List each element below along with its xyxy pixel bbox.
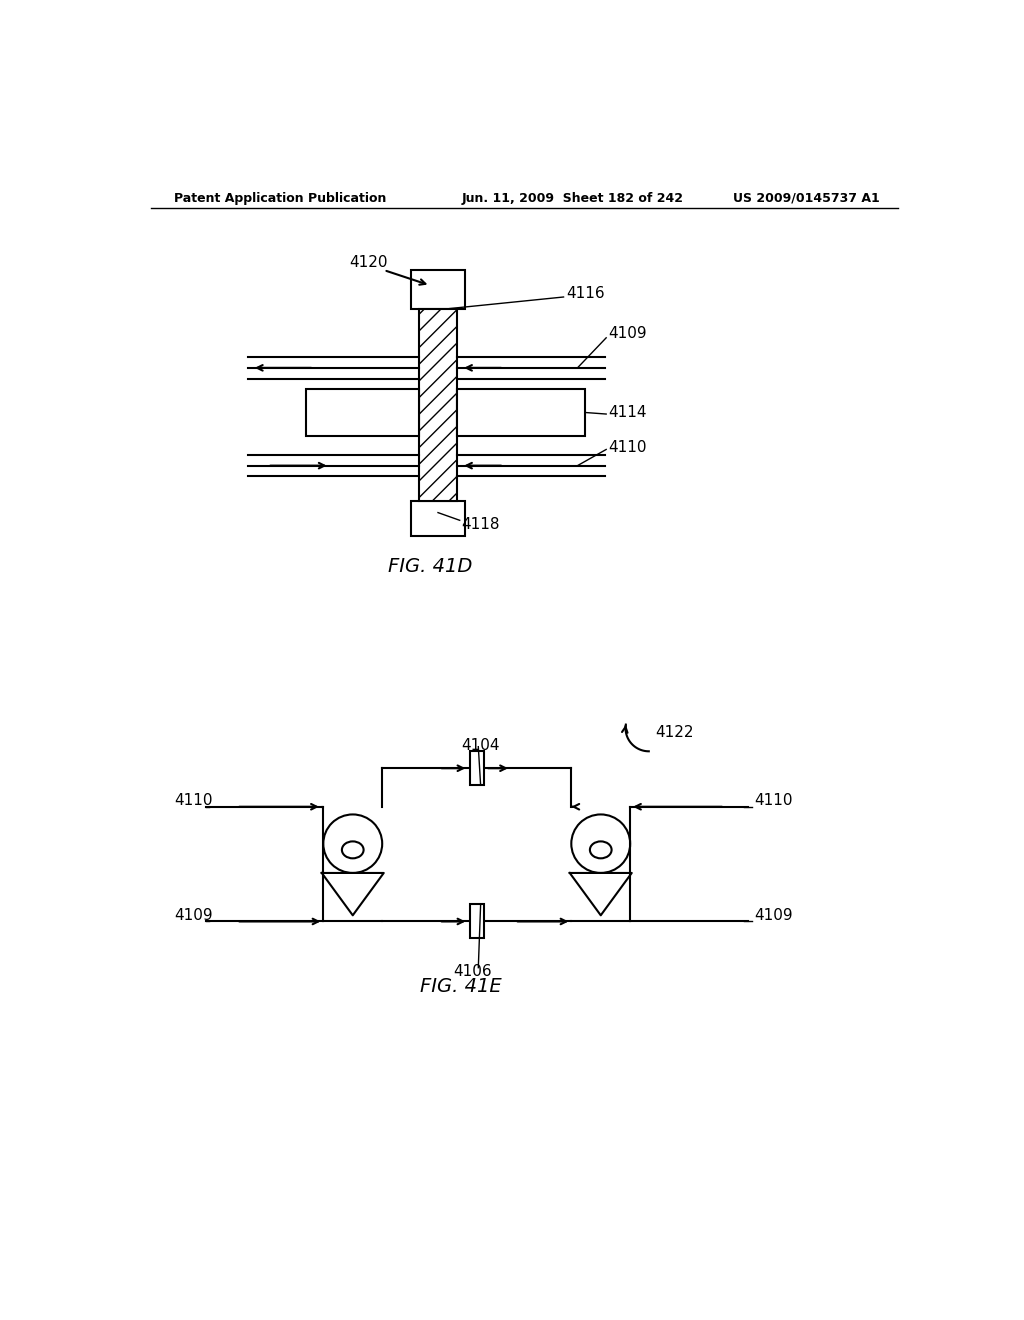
Bar [411, 271, 465, 309]
Text: US 2009/0145737 A1: US 2009/0145737 A1 [733, 191, 880, 205]
Text: 4110: 4110 [174, 793, 213, 808]
Text: Patent Application Publication: Patent Application Publication [174, 191, 387, 205]
Text: 4109: 4109 [755, 908, 793, 923]
Text: 4110: 4110 [755, 793, 793, 808]
Bar [411, 502, 465, 536]
Bar [470, 904, 483, 939]
Text: 4109: 4109 [174, 908, 213, 923]
Text: 4106: 4106 [454, 964, 493, 979]
Text: 4116: 4116 [566, 285, 604, 301]
Text: 4110: 4110 [608, 440, 647, 454]
Text: 4114: 4114 [608, 405, 647, 420]
Text: Jun. 11, 2009  Sheet 182 of 242: Jun. 11, 2009 Sheet 182 of 242 [461, 191, 683, 205]
Text: 4104: 4104 [461, 738, 500, 752]
Bar [470, 751, 483, 785]
Bar [458, 389, 586, 436]
Text: FIG. 41D: FIG. 41D [388, 557, 472, 576]
Text: 4122: 4122 [655, 725, 693, 739]
Text: FIG. 41E: FIG. 41E [421, 977, 502, 995]
Text: 4109: 4109 [608, 326, 647, 342]
Bar [419, 309, 458, 502]
Text: 4120: 4120 [349, 255, 387, 269]
Text: 4118: 4118 [461, 516, 500, 532]
Bar [306, 389, 419, 436]
